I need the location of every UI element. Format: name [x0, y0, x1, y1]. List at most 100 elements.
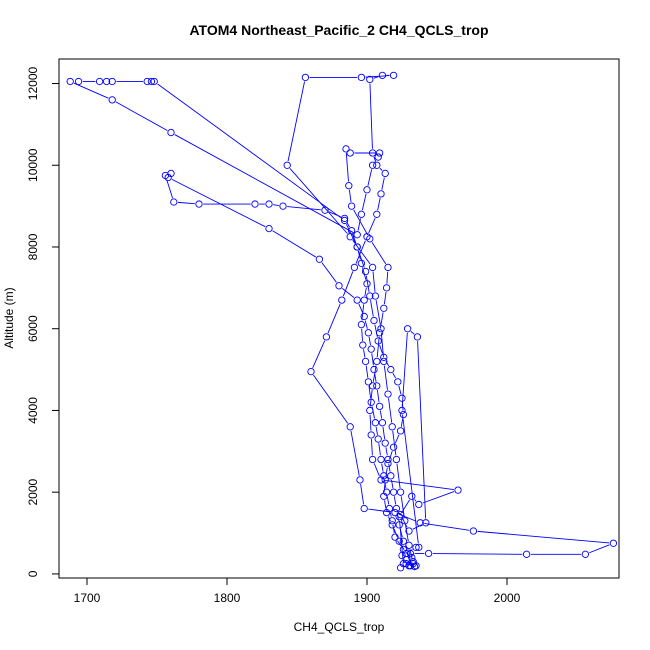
data-point — [375, 402, 384, 411]
data-point — [378, 71, 387, 79]
data-point — [345, 182, 353, 190]
data-point — [416, 519, 424, 527]
data-point — [265, 224, 273, 233]
series-segment — [358, 303, 363, 313]
data-point — [143, 77, 151, 86]
series-segment — [373, 156, 376, 162]
series-segment — [369, 414, 372, 431]
data-point — [382, 508, 391, 517]
data-point — [340, 214, 349, 223]
series-segment — [383, 365, 388, 390]
data-point — [366, 292, 374, 300]
series-segment — [398, 385, 402, 395]
data-point — [360, 312, 368, 321]
series-segment — [414, 499, 417, 502]
x-tick-label: 2000 — [494, 591, 521, 605]
data-point — [412, 543, 420, 552]
data-point — [335, 282, 343, 290]
data-point — [388, 517, 396, 525]
series-segment — [365, 275, 370, 292]
data-point — [374, 435, 382, 443]
data-point — [357, 210, 366, 218]
data-point — [251, 200, 259, 208]
data-point — [279, 202, 287, 210]
data-point — [164, 173, 172, 182]
data-point — [399, 560, 408, 568]
data-point — [406, 562, 415, 570]
data-point — [395, 537, 403, 545]
series-segment — [287, 81, 305, 162]
data-point — [380, 304, 388, 312]
data-point — [368, 161, 377, 169]
data-point — [283, 161, 291, 169]
series-segment — [372, 365, 377, 382]
data-point — [364, 378, 373, 386]
series-segment — [355, 240, 366, 264]
data-point — [381, 439, 389, 447]
series-segment — [589, 544, 610, 554]
data-point — [388, 423, 396, 431]
data-point — [195, 200, 203, 208]
data-point — [395, 521, 403, 529]
x-tick-label: 1800 — [214, 591, 241, 605]
series-segment — [400, 418, 404, 427]
data-point — [360, 504, 368, 513]
series-segment — [394, 434, 400, 444]
series-segment — [376, 336, 380, 358]
series-segment — [345, 153, 349, 182]
data-point — [399, 537, 408, 545]
series-segment — [386, 496, 390, 505]
data-point — [108, 77, 116, 86]
data-point — [371, 292, 380, 300]
data-point — [363, 280, 371, 288]
series-segment — [166, 179, 173, 199]
data-point — [353, 243, 361, 251]
series-segment — [388, 463, 391, 472]
series-segment — [388, 398, 393, 423]
data-point — [366, 75, 374, 84]
data-point — [340, 216, 349, 225]
series-segment — [392, 430, 397, 456]
data-point — [522, 550, 531, 558]
series-segment — [401, 332, 408, 407]
series-segment — [115, 101, 168, 131]
series-segment — [408, 556, 411, 559]
y-tick-label: 6000 — [26, 315, 40, 342]
data-point — [353, 296, 361, 304]
data-point — [381, 169, 389, 178]
series-segment — [374, 373, 377, 382]
data-point — [398, 406, 406, 415]
series-segment — [342, 288, 355, 298]
series-segment — [477, 530, 610, 544]
series-segment — [379, 344, 383, 354]
data-point — [387, 472, 395, 480]
data-point — [357, 73, 366, 82]
series-segment — [410, 331, 415, 335]
data-point — [381, 476, 389, 484]
series-segment — [368, 336, 371, 346]
plot-area — [66, 71, 618, 572]
data-point — [377, 190, 385, 198]
data-point — [367, 345, 375, 353]
series-segment — [399, 520, 404, 560]
series-segment — [378, 443, 381, 456]
series-segment — [353, 209, 369, 236]
y-tick-label: 8000 — [26, 233, 40, 260]
data-point — [167, 128, 175, 137]
y-axis: 0 2000 4000 6000 8000 10000 12000 — [26, 67, 60, 577]
data-point — [378, 419, 387, 427]
series-segment — [374, 160, 377, 163]
y-tick-label: 12000 — [26, 67, 40, 101]
y-tick-label: 2000 — [26, 479, 40, 506]
data-point — [406, 549, 415, 558]
chart-title: ATOM4 Northeast_Pacific_2 CH4_QCLS_trop — [189, 22, 488, 38]
series-segment — [417, 341, 427, 519]
x-axis-label: CH4_QCLS_trop — [294, 620, 385, 634]
series-segment — [171, 179, 266, 228]
data-point — [368, 382, 377, 390]
data-point — [367, 431, 375, 439]
data-point — [356, 476, 364, 484]
data-point — [342, 145, 350, 153]
series-segment — [397, 540, 402, 547]
data-point — [108, 96, 116, 104]
